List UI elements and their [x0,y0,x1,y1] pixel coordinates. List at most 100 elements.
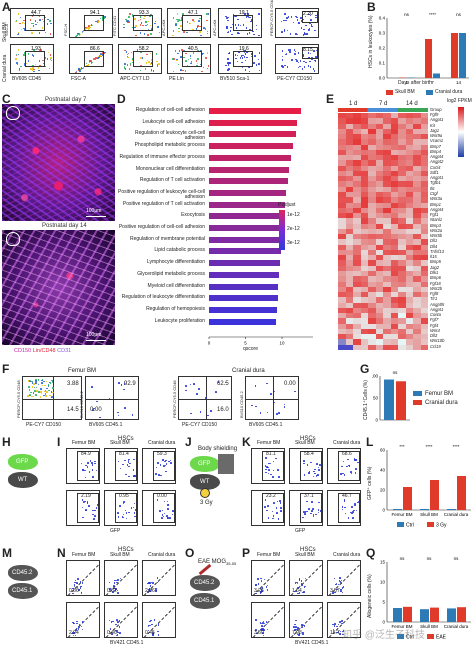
flow-event-dot [318,469,320,471]
flow-event-dot [97,21,100,23]
flow-event-dot [309,66,312,68]
flow-event-dot [301,624,304,626]
a-value-1-2: 58.2 [139,46,149,52]
go-term-bar [209,154,292,161]
heatmap-cell [405,144,414,151]
flow-event-dot [343,500,346,502]
a-axis-2: APC-CY7 LD [120,76,150,82]
heatmap-cell [390,128,399,135]
heatmap-cell [353,334,361,340]
f-plot-dura-1-hline [179,399,231,400]
heatmap-cell [338,271,346,277]
flow-event-dot [207,13,210,15]
flow-event-dot [343,474,346,476]
a-value-0-5: 2.20 [303,11,313,17]
heatmap-cell [390,228,399,235]
f-title-dura: Cranial dura [232,368,265,374]
heatmap-cell [368,207,376,214]
flow-event-dot [255,28,258,31]
heatmap-cell [375,165,384,172]
b-sig-label: **** [429,12,436,17]
heatmap-cell [398,339,406,346]
flow-event-dot [124,63,126,65]
heatmap-cell [360,218,369,224]
heatmap-cell [368,181,376,188]
heatmap-cell [383,155,391,161]
heatmap-cell [353,255,361,261]
flow-event-dot [163,512,166,515]
flow-event-dot [113,582,116,584]
k-plot-0-1: 58.4 [289,448,323,484]
i-col-label: Skull BM [110,440,130,446]
flow-event-dot [150,69,153,71]
flow-event-dot [315,513,317,516]
heatmap-cell [345,292,354,298]
flow-event-dot [166,517,169,519]
flow-event-dot [335,582,338,585]
flow-event-dot [15,58,17,60]
heatmap-gene-label: Tgfb1 [430,180,441,186]
heatmap-cell [398,144,406,151]
flow-event-dot [94,515,96,517]
heatmap-cell [413,218,421,224]
heatmap-gene-label: Angpt4 [430,154,444,160]
heatmap-cell [353,197,361,203]
flow-event-dot [136,49,139,51]
n-header: HSCs [118,547,134,553]
flow-event-dot [76,34,79,36]
q-ytick-label: 15 [380,560,386,565]
flow-event-dot [44,393,47,395]
flow-event-dot [227,58,229,61]
heatmap-cell [405,192,414,198]
flow-event-dot [231,23,234,26]
flow-event-dot [18,69,21,71]
flow-event-dot [81,31,84,34]
flow-event-dot [333,577,336,580]
heatmap-cell [375,123,384,130]
b-ylabel: HSCs in leukocytes (%) [368,15,374,68]
flow-event-dot [203,27,205,29]
heatmap-gene-label: Il15 [430,254,437,260]
flow-event-dot [304,585,307,588]
flow-event-dot [250,20,252,23]
l-sig-label: **** [452,444,459,449]
flow-event-dot [244,53,247,55]
flow-event-dot [33,386,36,389]
flow-event-dot [45,395,47,397]
heatmap-cell [375,197,384,203]
a-gate-0-5 [302,11,318,23]
flow-event-dot [275,457,277,460]
flow-event-dot [289,49,292,51]
flow-event-dot [293,633,296,636]
n-value: 0.86 [69,588,79,594]
flow-event-dot [357,501,359,504]
flow-event-dot [177,52,179,55]
heatmap-cell [338,260,346,267]
flow-event-dot [44,57,47,59]
heatmap-cell [360,223,369,230]
flow-event-dot [303,625,306,627]
b-xtick-label: 7 [431,80,434,85]
heatmap-cell [353,328,361,335]
flow-event-dot [176,58,178,61]
heatmap-cell [353,260,361,267]
flow-event-dot [78,34,81,36]
heatmap-cell [390,139,399,145]
flow-event-dot [352,511,354,513]
heatmap-cell [390,286,399,293]
flow-event-dot [73,622,75,625]
c-caption-lin: Lin/CD48 [32,348,56,354]
heatmap-cell [360,176,369,182]
flow-event-dot [346,465,348,468]
l-legend-swatch-trt [427,522,434,527]
heatmap-cell [375,128,384,135]
flow-event-dot [261,629,263,631]
l-ytick-label: 0 [382,508,385,513]
heatmap-cell [413,213,421,219]
flow-event-dot [295,33,297,35]
heatmap-cell [338,323,346,330]
flow-event-dot [176,59,178,62]
flow-event-dot [84,469,87,472]
heatmap-cell [390,265,399,272]
flow-event-dot [340,579,343,582]
